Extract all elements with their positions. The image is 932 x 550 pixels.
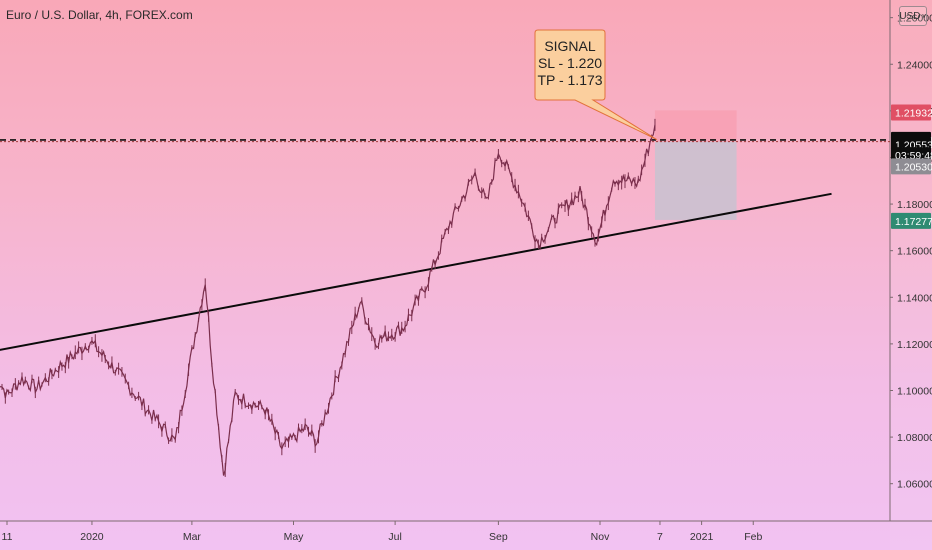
x-tick-label: 2021 bbox=[690, 531, 714, 543]
chevron-down-icon: ∨ bbox=[921, 13, 927, 20]
signal-text-line: SL - 1.220 bbox=[538, 55, 602, 71]
signal-text-line: SIGNAL bbox=[544, 38, 596, 54]
currency-button[interactable]: USD ∨ bbox=[899, 6, 927, 26]
y-tick-label: 1.06000 bbox=[897, 479, 932, 491]
y-tick-label: 1.26000 bbox=[897, 13, 932, 25]
signal-text-line: TP - 1.173 bbox=[537, 72, 602, 88]
price-axis-pane[interactable] bbox=[890, 0, 932, 550]
y-tick-label: 1.24000 bbox=[897, 59, 932, 71]
price-tag bbox=[891, 158, 931, 175]
price-tag bbox=[891, 212, 931, 229]
x-tick-label: 7 bbox=[657, 531, 663, 543]
x-tick-label: Jul bbox=[388, 531, 401, 543]
currency-label: USD bbox=[899, 10, 921, 22]
trendline[interactable] bbox=[0, 192, 832, 354]
price-tag-label: 1.21932 bbox=[895, 107, 932, 119]
price-tag-label: 1.20530 bbox=[895, 161, 932, 173]
chart-title: Euro / U.S. Dollar, 4h, FOREX.com bbox=[6, 8, 193, 22]
y-tick-label: 1.10000 bbox=[897, 385, 932, 397]
y-tick-label: 1.18000 bbox=[897, 199, 932, 211]
x-tick-label: Nov bbox=[591, 531, 610, 543]
y-tick-label: 1.14000 bbox=[897, 292, 932, 304]
price-tag-label: 1.17277 bbox=[895, 216, 932, 228]
take-profit-zone[interactable] bbox=[654, 141, 737, 220]
stop-loss-zone[interactable] bbox=[654, 110, 737, 142]
price-tag bbox=[891, 104, 931, 121]
x-tick-label: Feb bbox=[744, 531, 762, 543]
y-tick-label: 1.08000 bbox=[897, 432, 932, 444]
price-series-line[interactable] bbox=[0, 124, 656, 476]
x-tick-label: May bbox=[284, 531, 305, 543]
x-tick-label: 11 bbox=[2, 531, 13, 543]
x-tick-label: Sep bbox=[489, 531, 508, 543]
signal-callout[interactable] bbox=[534, 29, 658, 141]
y-tick-label: 1.16000 bbox=[897, 246, 932, 258]
x-tick-label: 2020 bbox=[80, 531, 104, 543]
y-tick-label: 1.12000 bbox=[897, 339, 932, 351]
x-tick-label: Mar bbox=[183, 531, 202, 543]
